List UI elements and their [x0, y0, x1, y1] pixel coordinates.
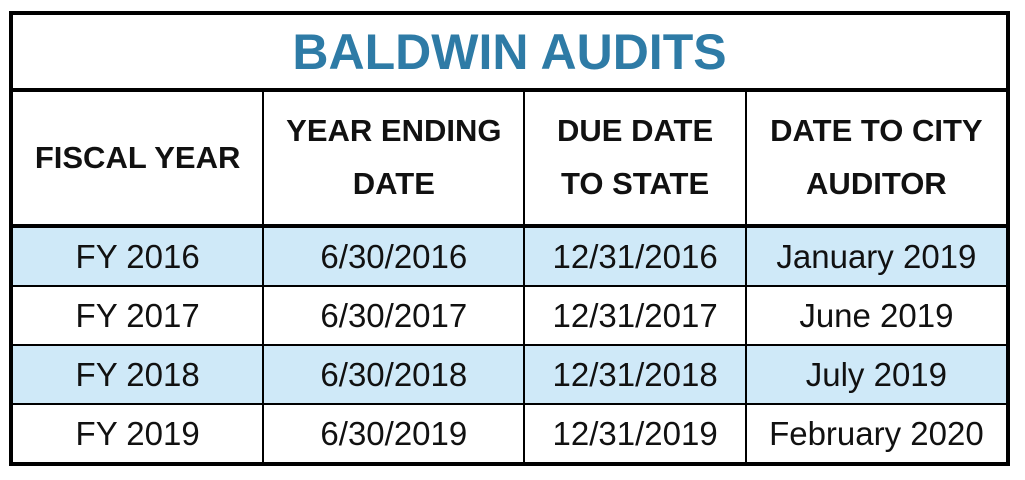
cell-due-date-to-state: 12/31/2016: [523, 225, 747, 287]
col-header-due-date-to-state: DUE DATE TO STATE: [523, 89, 747, 228]
col-header-line: DATE TO CITY: [770, 113, 983, 149]
col-header-date-to-city-auditor: DATE TO CITY AUDITOR: [744, 89, 1010, 228]
baldwin-audits-table-container: BALDWIN AUDITS FISCAL YEAR YEAR ENDING D…: [9, 11, 1010, 466]
cell-year-ending-date: 6/30/2019: [262, 403, 526, 465]
cell-date-to-city-auditor: June 2019: [744, 285, 1010, 346]
cell-fiscal-year: FY 2016: [9, 225, 265, 287]
col-header-line: FISCAL YEAR: [34, 139, 241, 175]
cell-year-ending-date: 6/30/2017: [262, 285, 526, 346]
col-header-line: TO STATE: [561, 166, 710, 201]
cell-year-ending-date: 6/30/2016: [262, 225, 526, 287]
table-row-fy2018: FY 2018 6/30/2018 12/31/2018 July 2019: [9, 344, 1010, 405]
cell-due-date-to-state: 12/31/2018: [523, 344, 747, 405]
title-row: BALDWIN AUDITS: [10, 12, 1009, 92]
cell-date-to-city-auditor: January 2019: [744, 225, 1010, 287]
table-row-fy2019: FY 2019 6/30/2019 12/31/2019 February 20…: [9, 403, 1010, 465]
table-row-fy2016: FY 2016 6/30/2016 12/31/2016 January 201…: [9, 225, 1010, 287]
cell-fiscal-year: FY 2017: [9, 285, 265, 346]
cell-due-date-to-state: 12/31/2019: [523, 403, 747, 465]
baldwin-audits-table: BALDWIN AUDITS FISCAL YEAR YEAR ENDING D…: [9, 11, 1010, 466]
col-header-line: DATE: [352, 166, 435, 201]
cell-fiscal-year: FY 2018: [9, 344, 265, 405]
cell-fiscal-year: FY 2019: [9, 403, 265, 465]
cell-due-date-to-state: 12/31/2017: [523, 285, 747, 346]
col-header-fiscal-year: FISCAL YEAR: [9, 89, 265, 228]
col-header-line: YEAR ENDING: [286, 113, 502, 149]
col-header-year-ending-date: YEAR ENDING DATE: [262, 89, 526, 228]
col-header-line: AUDITOR: [806, 166, 947, 201]
table-row-fy2017: FY 2017 6/30/2017 12/31/2017 June 2019: [9, 285, 1010, 346]
header-row: FISCAL YEAR YEAR ENDING DATE DUE DATE TO…: [9, 89, 1010, 228]
table-title: BALDWIN AUDITS: [10, 12, 1009, 92]
col-header-line: DUE DATE: [557, 113, 714, 149]
cell-date-to-city-auditor: July 2019: [744, 344, 1010, 405]
cell-year-ending-date: 6/30/2018: [262, 344, 526, 405]
cell-date-to-city-auditor: February 2020: [744, 403, 1010, 465]
